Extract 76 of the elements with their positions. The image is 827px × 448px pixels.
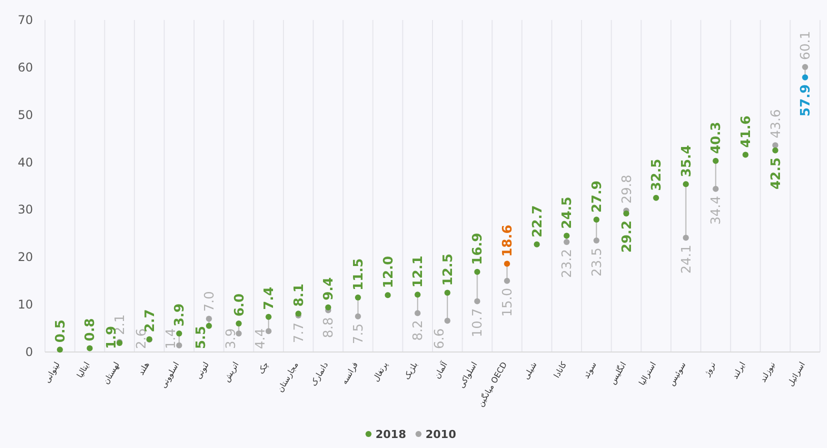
x-tick-label: نروژ — [702, 360, 718, 378]
data-label: 57.9 — [798, 84, 814, 116]
data-label: 22.7 — [530, 205, 546, 238]
data-label: 7.4 — [262, 286, 278, 310]
x-tick-label: استرالیا — [637, 360, 658, 387]
data-label: 12.0 — [381, 256, 396, 288]
x-tick-label: چک — [256, 360, 270, 376]
data-label: 7.0 — [202, 291, 218, 312]
data-label: 43.6 — [768, 109, 784, 138]
x-tick-label: انگلیس — [607, 360, 628, 386]
x-tick-label: بلژیک — [402, 360, 420, 382]
data-label: 34.4 — [709, 196, 724, 225]
x-tick-label: پرتغال — [371, 360, 390, 384]
x-tick-label: هلند — [136, 360, 152, 377]
x-tick-label: آلمان — [432, 359, 450, 380]
x-tick-label: سوئیس — [666, 360, 688, 388]
x-tick-label: فرانسه — [340, 360, 360, 386]
data-label: 3.9 — [224, 328, 239, 349]
data-label: 16.9 — [470, 232, 486, 265]
y-tick-label: 70 — [18, 13, 33, 27]
data-label: 23.2 — [560, 248, 576, 278]
y-tick-label: 0 — [25, 345, 33, 359]
data-label: 11.5 — [351, 258, 366, 290]
y-tick-label: 30 — [18, 202, 33, 217]
data-label: 8.8 — [322, 317, 337, 338]
data-label: 23.5 — [590, 248, 605, 276]
data-label: 4.4 — [254, 328, 269, 349]
data-label: 8.2 — [411, 320, 426, 341]
y-tick-label: 40 — [18, 155, 33, 170]
data-label: 15.0 — [500, 288, 516, 317]
x-tick-label: لتونی — [194, 360, 211, 380]
data-label: 6.6 — [432, 328, 448, 349]
data-label: 7.7 — [292, 322, 307, 344]
data-label: 29.8 — [620, 174, 635, 204]
x-tick-label: سوئد — [582, 360, 598, 380]
data-label: 40.3 — [709, 122, 724, 154]
x-tick-label: شیلی — [522, 360, 539, 381]
y-tick-label: 10 — [18, 298, 33, 312]
data-label: 1.4 — [164, 328, 180, 349]
data-label: 12.5 — [440, 254, 456, 286]
y-tick-label: 60 — [18, 60, 33, 74]
data-label: 6.0 — [232, 294, 248, 317]
data-label: 8.1 — [292, 284, 307, 307]
legend-label: 2010 — [426, 428, 456, 441]
x-tick-label: نیوزلند — [758, 360, 778, 384]
x-tick-label: اسلوونی — [158, 360, 181, 390]
data-label: 41.6 — [738, 116, 754, 148]
x-tick-label: لهستان — [101, 360, 122, 386]
data-label: 60.1 — [798, 31, 814, 60]
x-tick-label: ایرلند — [730, 360, 748, 381]
data-label: 0.5 — [53, 320, 68, 343]
x-tick-label: ایتالیا — [75, 360, 92, 380]
data-label: 7.5 — [351, 323, 366, 344]
x-tick-label: دانمارک — [309, 360, 330, 388]
x-tick-label: کانادا — [552, 360, 568, 380]
x-tick-label: لیتوانی — [42, 360, 62, 384]
data-label: 3.9 — [172, 303, 188, 327]
data-label: 35.4 — [679, 145, 694, 178]
y-tick-label: 50 — [18, 108, 33, 122]
x-tick-label: اسرائیل — [786, 360, 807, 388]
data-label: 32.5 — [650, 158, 665, 191]
data-label: 10.7 — [470, 308, 486, 338]
data-label: 5.5 — [194, 326, 209, 349]
data-label: 12.1 — [411, 256, 426, 288]
data-label: 0.8 — [83, 318, 98, 342]
x-tick-label: مجارستان — [276, 360, 300, 394]
data-label: 42.5 — [768, 157, 784, 190]
data-label: 29.2 — [620, 220, 635, 253]
y-tick-label: 20 — [18, 250, 33, 264]
legend-label: 2018 — [376, 428, 406, 441]
data-label: 24.5 — [560, 196, 576, 229]
data-label: 27.9 — [590, 180, 605, 213]
data-label: 24.1 — [679, 244, 694, 274]
x-tick-label: اتریش — [222, 360, 240, 384]
data-label: 9.4 — [322, 277, 337, 300]
data-label: 18.6 — [500, 224, 516, 257]
